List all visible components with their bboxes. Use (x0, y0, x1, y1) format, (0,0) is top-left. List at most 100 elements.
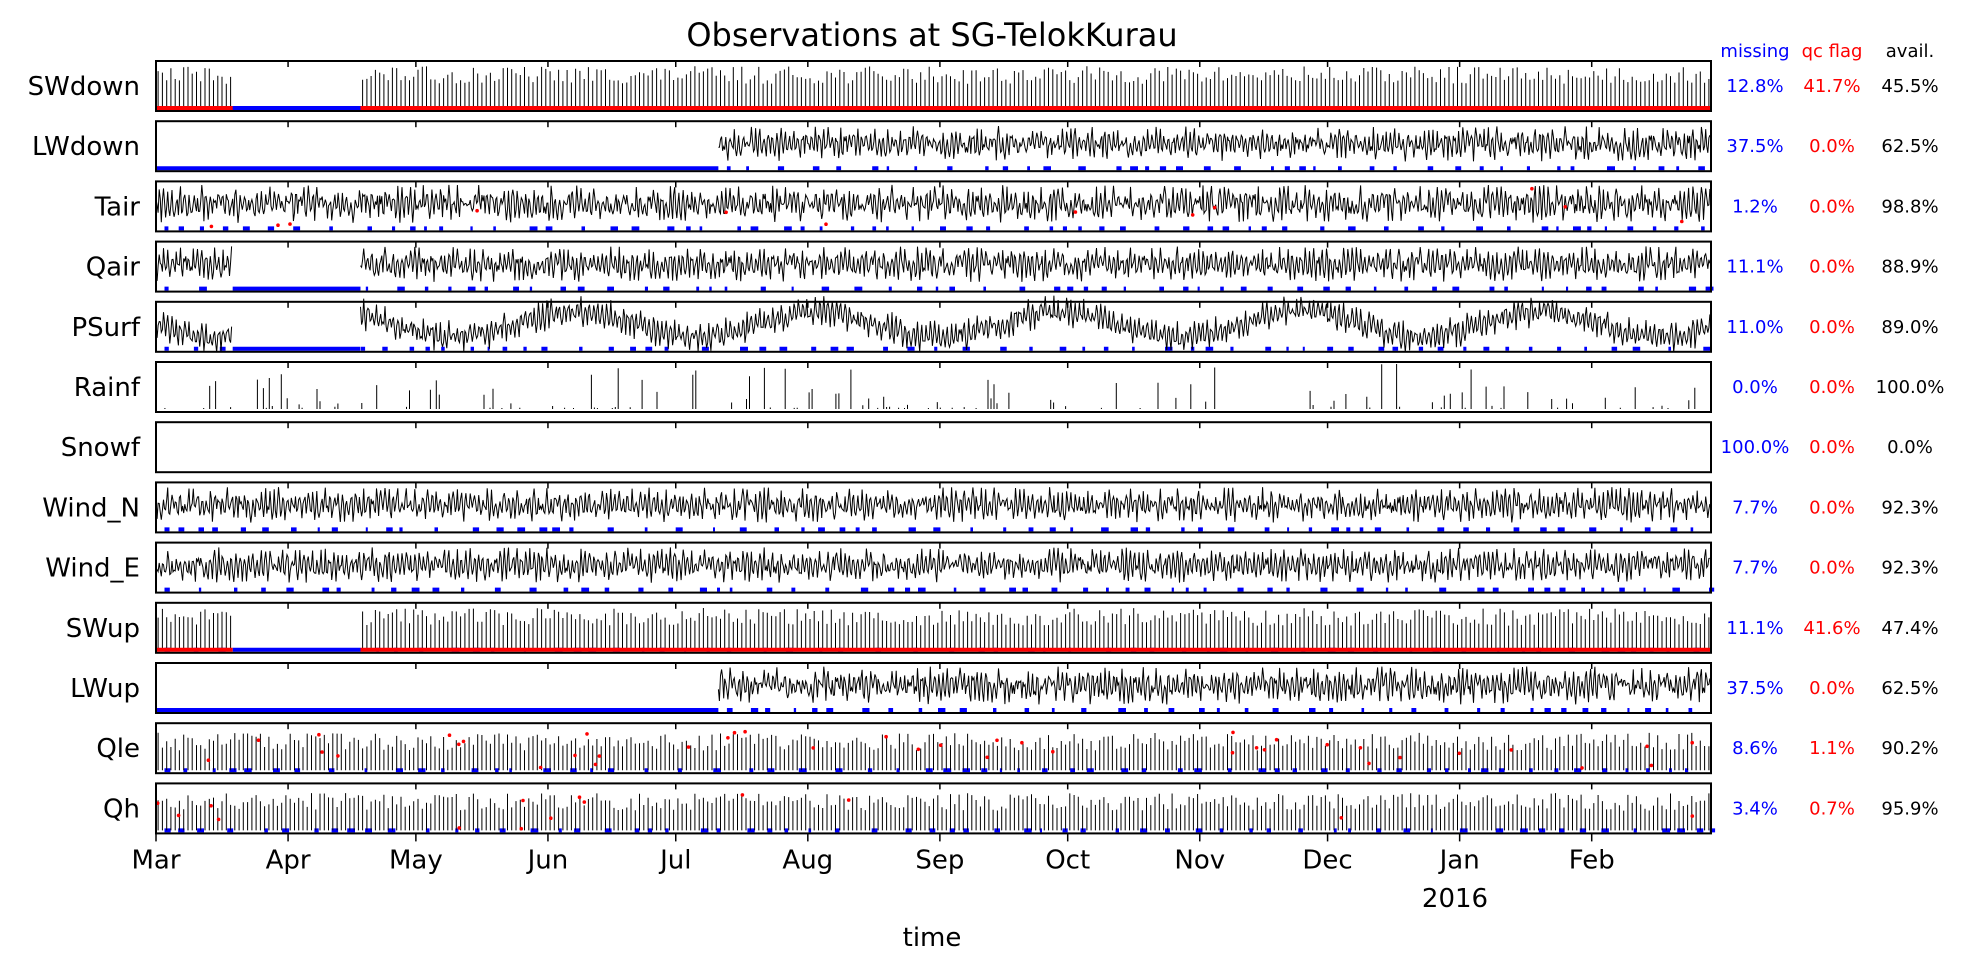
qc-flag-point (938, 743, 943, 747)
qc-flag-point (1339, 816, 1344, 820)
panel-frame (155, 481, 1712, 534)
qc-flag-point (743, 729, 747, 734)
qc-flag-point (475, 208, 479, 213)
panel-lwup: LWup 37.5% 0.0% 62.5% (70, 662, 1939, 714)
qc-flag-point (1509, 748, 1513, 752)
stat-avail: 92.3% (1881, 558, 1938, 579)
stat-missing: 7.7% (1732, 558, 1778, 579)
qc-flag-point (1367, 761, 1371, 766)
data-trace (157, 608, 1710, 650)
panel-swdown: SWdown 12.8% 41.7% 45.5% (28, 60, 1939, 112)
stat-missing: 37.5% (1726, 136, 1783, 157)
data-trace (155, 295, 1711, 353)
panel-lwdown: LWdown 37.5% 0.0% 62.5% (32, 120, 1939, 173)
data-trace (164, 364, 1696, 409)
panel-frame (155, 782, 1712, 835)
data-trace (155, 547, 1710, 583)
row-label: Qh (103, 794, 140, 824)
panels: SWdown 12.8% 41.7% 45.5% LWdown 37.5% 0.0% 62.5… (28, 60, 1945, 835)
panel-frame (155, 662, 1712, 714)
row-label: LWup (70, 674, 140, 704)
qc-flag-point (1230, 750, 1235, 755)
qc-flag-point (1190, 213, 1195, 217)
chart-title: Observations at SG-TelokKurau (686, 16, 1177, 54)
x-axis: Mar Apr May Jun Jul Aug Sep Oct Nov Dec Jan Feb (131, 833, 1615, 875)
qc-flag-point (1530, 186, 1534, 191)
stat-avail: 100.0% (1876, 377, 1945, 398)
stat-missing: 100.0% (1721, 437, 1790, 458)
x-tick-label: Dec (1302, 845, 1352, 875)
qc-flag-point (995, 738, 999, 743)
data-trace (718, 125, 1711, 162)
qc-flag-point (577, 795, 582, 799)
x-tick-label: Mar (131, 845, 180, 875)
header-qc-flag: qc flag (1802, 41, 1863, 62)
panel-qle: Qle 8.6% 1.1% 90.2% (96, 722, 1939, 775)
stat-avail: 89.0% (1881, 317, 1938, 338)
qc-flag-point (1563, 205, 1567, 209)
stat-missing: 3.4% (1732, 798, 1778, 819)
qc-flag-point (1212, 205, 1217, 210)
x-tick-label: Aug (782, 845, 833, 875)
row-label: LWdown (32, 132, 140, 162)
panel-frame (155, 601, 1712, 654)
stat-avail: 45.5% (1881, 76, 1938, 97)
qc-flag-point (336, 754, 340, 758)
qc-flag-point (521, 798, 525, 803)
panel-rainf: Rainf 0.0% 0.0% 100.0% (74, 361, 1945, 413)
qc-flag-point (1645, 744, 1649, 749)
row-label: SWdown (28, 72, 140, 102)
qc-flag-point (447, 733, 452, 737)
x-tick-label: Feb (1569, 845, 1615, 875)
qc-flag-point (582, 800, 587, 804)
x-tick-label: Nov (1174, 845, 1225, 875)
stat-qc-flag: 0.0% (1809, 558, 1855, 579)
panel-frame (155, 300, 1712, 353)
data-trace (157, 732, 1710, 771)
panel-frame (155, 240, 1712, 293)
stat-avail: 62.5% (1881, 136, 1938, 157)
stat-qc-flag: 0.0% (1809, 196, 1855, 217)
x-axis-label: time (903, 923, 962, 953)
panel-wind_e: Wind_E 7.7% 0.0% 92.3% (45, 541, 1939, 594)
panel-frame (155, 722, 1712, 775)
qc-flag-point (740, 793, 745, 797)
qc-flag-point (461, 739, 466, 744)
qc-flag-point (916, 747, 921, 752)
x-tick-label: May (389, 845, 443, 875)
stat-avail: 95.9% (1881, 798, 1938, 819)
stat-qc-flag: 0.0% (1809, 136, 1855, 157)
qc-flag-point (824, 222, 828, 226)
x-tick-label: Jul (658, 845, 691, 875)
panel-frame (155, 421, 1712, 474)
row-label: SWup (66, 614, 140, 644)
data-trace (157, 793, 1710, 831)
qc-flag-point (1457, 751, 1462, 756)
qc-flag-point (1051, 749, 1055, 754)
qc-flag-point (320, 750, 324, 754)
stat-missing: 0.0% (1732, 377, 1778, 398)
stat-avail: 98.8% (1881, 196, 1938, 217)
qc-flag-point (457, 742, 461, 747)
qc-flag-point (1073, 210, 1078, 214)
panel-frame (155, 541, 1712, 594)
row-label: Qle (96, 734, 140, 764)
qc-flag-point (593, 762, 598, 767)
stat-missing: 7.7% (1732, 497, 1778, 518)
data-trace (717, 666, 1711, 705)
qc-flag-point (597, 754, 602, 758)
qc-flag-point (985, 755, 989, 760)
qc-flag-point (1325, 742, 1329, 747)
qc-flag-point (726, 736, 730, 740)
panel-frame (155, 120, 1712, 173)
stat-missing: 1.2% (1732, 196, 1778, 217)
qc-flag-point (176, 813, 181, 818)
stat-qc-flag: 41.7% (1803, 76, 1860, 97)
stat-missing: 8.6% (1732, 738, 1778, 759)
stat-avail: 92.3% (1881, 497, 1938, 518)
qc-flag-point (724, 210, 728, 215)
x-tick-label: Sep (915, 845, 964, 875)
stat-qc-flag: 0.0% (1809, 437, 1855, 458)
panel-tair: Tair 1.2% 0.0% 98.8% (94, 180, 1939, 233)
